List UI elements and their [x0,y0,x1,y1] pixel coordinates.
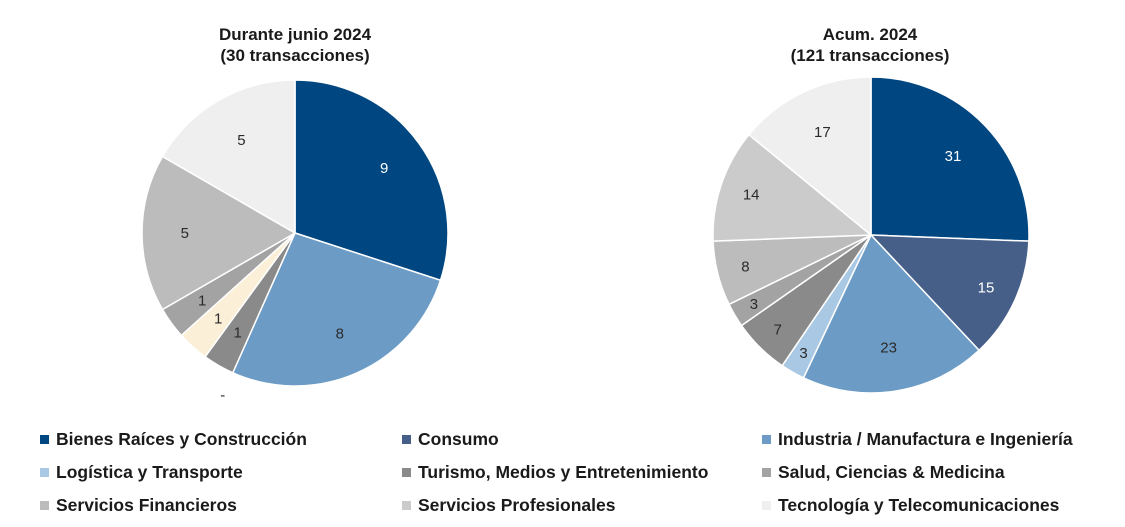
chart-title-ytd: Acum. 2024 (121 transacciones) [725,24,1015,66]
legend-item: Bienes Raíces y Construcción [40,428,307,450]
pie-0-data-label-0: 9 [380,160,388,177]
pie-1-data-label-3: 3 [799,345,807,362]
pie-1-data-label-5: 3 [750,296,758,313]
pie-0-slice-6 [141,155,297,311]
chart-title-june: Durante junio 2024 (30 transacciones) [150,24,440,66]
legend-label: Turismo, Medios y Entretenimiento [418,461,709,482]
legend-label: Logística y Transporte [56,461,243,482]
pie-1-data-label-0: 31 [945,148,962,165]
legend-label: Consumo [418,428,499,449]
pie-1-data-label-6: 8 [741,259,749,276]
legend-item: Tecnología y Telecomunicaciones [762,494,1059,516]
pie-1-slice-1 [869,234,1030,352]
legend-swatch [40,500,49,510]
legend-item: Consumo [402,428,499,450]
pie-1-data-label-4: 7 [774,321,782,338]
chart-title-ytd-subtitle: (121 transacciones) [790,46,950,65]
pie-1-data-label-1: 15 [978,280,995,297]
legend-item: Servicios Financieros [40,494,237,516]
chart-title-ytd-main: Acum. 2024 [822,25,918,44]
legend-swatch [762,500,771,510]
legend-swatch [402,500,411,510]
pie-0-data-label-3: 1 [233,324,241,341]
pie-1-slice-2 [802,233,981,394]
pie-0-slice-7 [161,79,296,235]
legend-swatch [762,434,771,444]
pie-0-slice-1 [231,232,442,387]
legend-label: Industria / Manufactura e Ingeniería [778,428,1073,449]
legend-swatch [402,467,411,477]
legend-label: Servicios Profesionales [418,494,616,515]
pie-0-slice-0 [294,79,449,282]
pie-1-slice-8 [747,76,872,237]
legend-label: Bienes Raíces y Construcción [56,428,307,449]
legend-item: Turismo, Medios y Entretenimiento [402,461,708,483]
pie-1-data-label-2: 23 [880,339,897,356]
legend-swatch [40,434,49,444]
pie-1-data-label-8: 17 [814,124,831,141]
pie-1-slice-0 [870,76,1030,242]
pie-0-data-label-7: 5 [237,132,245,149]
pie-0-data-label-4: 1 [214,310,222,327]
pie-1-slice-7 [712,133,873,242]
legend-label: Tecnología y Telecomunicaciones [778,494,1060,515]
legend-swatch [402,434,411,444]
chart-title-june-main: Durante junio 2024 [218,25,372,44]
pie-0-data-label-6: 5 [181,225,189,242]
legend-item: Servicios Profesionales [402,494,615,516]
legend-item: Logística y Transporte [40,461,243,483]
chart-title-june-subtitle: (30 transacciones) [220,46,370,65]
pie-1-data-label-7: 14 [743,187,760,204]
legend-label: Salud, Ciencias & Medicina [778,461,1005,482]
legend-swatch [40,467,49,477]
pie-0-data-label-5: 1 [198,292,206,309]
pie-0-data-label-2: - [220,387,225,404]
legend-swatch [762,467,771,477]
legend-item: Industria / Manufactura e Ingeniería [762,428,1073,450]
pie-0-data-label-1: 8 [336,326,344,343]
legend-label: Servicios Financieros [56,494,237,515]
legend-item: Salud, Ciencias & Medicina [762,461,1005,483]
